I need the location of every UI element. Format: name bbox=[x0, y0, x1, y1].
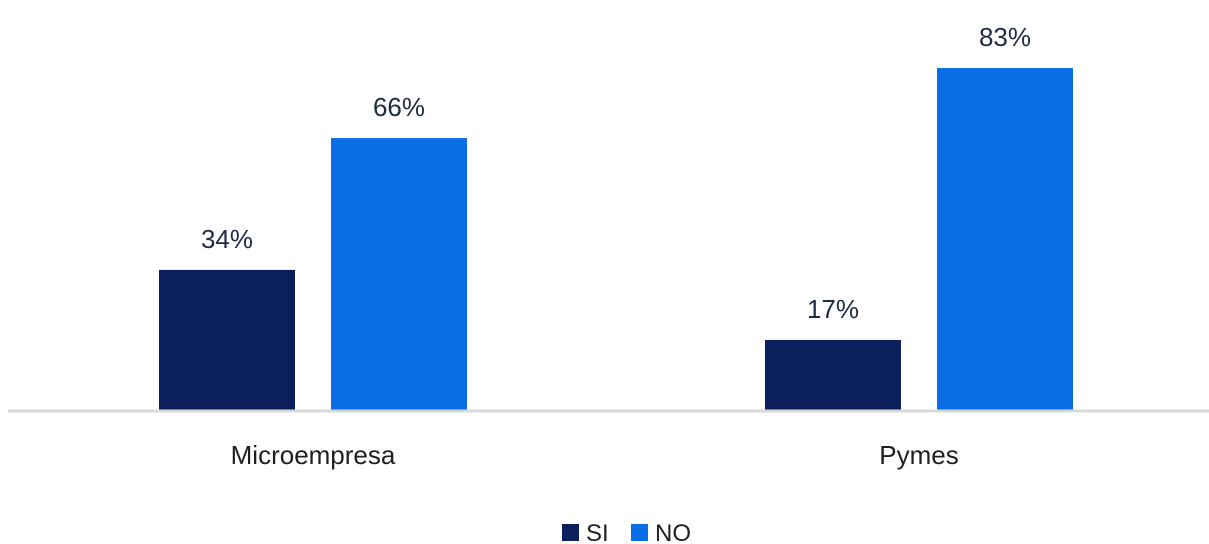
legend-label-si: SI bbox=[586, 520, 609, 544]
data-label-no-pymes: 83% bbox=[979, 22, 1031, 52]
legend-swatch-si bbox=[562, 524, 579, 541]
bar-si-microempresa bbox=[159, 269, 295, 410]
bar-no-microempresa bbox=[331, 138, 467, 410]
data-label-si-microempresa: 34% bbox=[201, 224, 253, 254]
bar-si-pymes bbox=[765, 339, 901, 410]
data-labels-layer: 34% 66% 17% 83% bbox=[201, 22, 1031, 324]
x-tick-label-microempresa: Microempresa bbox=[231, 440, 396, 470]
x-tick-labels-layer: Microempresa Pymes bbox=[231, 440, 959, 470]
legend-swatch-no bbox=[631, 524, 648, 541]
legend: SI NO bbox=[562, 520, 691, 544]
data-label-si-pymes: 17% bbox=[807, 294, 859, 324]
data-label-no-microempresa: 66% bbox=[373, 92, 425, 122]
legend-label-no: NO bbox=[655, 520, 691, 544]
bar-no-pymes bbox=[937, 68, 1073, 410]
bars-layer bbox=[159, 68, 1073, 410]
x-tick-label-pymes: Pymes bbox=[879, 440, 958, 470]
